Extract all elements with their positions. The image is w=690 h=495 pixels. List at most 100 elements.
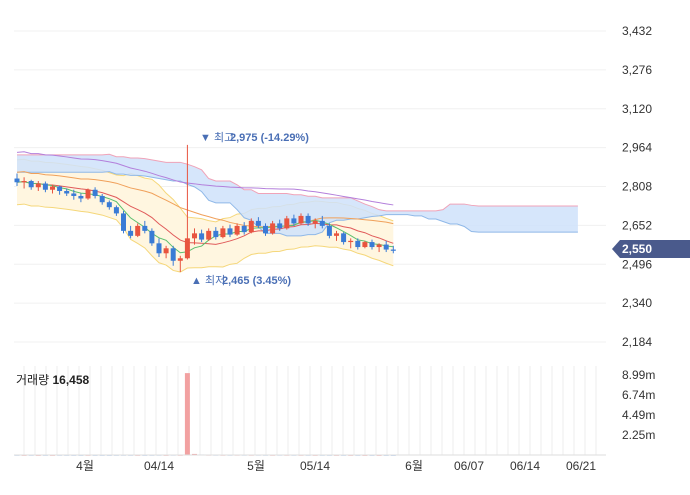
volume-bar bbox=[192, 453, 197, 455]
candle-body bbox=[184, 238, 190, 259]
candle bbox=[156, 238, 162, 258]
candle bbox=[71, 189, 77, 200]
price-tick-label: 3,432 bbox=[622, 24, 652, 38]
candle-body bbox=[312, 220, 318, 224]
candle-body bbox=[362, 242, 368, 248]
candle bbox=[192, 228, 197, 245]
candle bbox=[113, 205, 119, 216]
candle-body bbox=[21, 181, 27, 183]
candle-body bbox=[355, 240, 361, 248]
candle bbox=[220, 225, 226, 239]
candle-body bbox=[14, 178, 20, 183]
candle-body bbox=[390, 249, 396, 251]
candle-body bbox=[28, 181, 34, 188]
candle bbox=[35, 181, 41, 191]
low-annotation-value: 2,465 (3.45%) bbox=[222, 275, 291, 287]
volume-label: 거래량 16,458 bbox=[16, 371, 89, 388]
candle bbox=[263, 223, 268, 236]
candle-body bbox=[78, 195, 84, 199]
candle bbox=[334, 230, 339, 241]
candle-body bbox=[376, 244, 382, 248]
candle bbox=[142, 220, 148, 234]
candle bbox=[121, 210, 126, 234]
price-tick-label: 2,964 bbox=[622, 141, 652, 155]
price-tick-label: 3,276 bbox=[622, 63, 652, 77]
candle bbox=[270, 220, 276, 235]
date-tick-label: 06/14 bbox=[510, 459, 540, 473]
candle bbox=[78, 193, 84, 203]
candle bbox=[355, 238, 361, 250]
candle-body bbox=[241, 225, 247, 233]
candle bbox=[85, 188, 91, 200]
candle bbox=[248, 218, 254, 234]
current-price-badge: 2,550 bbox=[612, 240, 690, 258]
low-annotation: ▲ 최저 2,465 (3.45%) bbox=[191, 274, 291, 287]
date-tick-label: 06/21 bbox=[566, 459, 596, 473]
candle bbox=[341, 232, 347, 245]
candle bbox=[291, 214, 297, 226]
low-annotation-label: ▲ 최저 bbox=[191, 274, 225, 287]
candle bbox=[362, 240, 368, 249]
candle-body bbox=[149, 230, 155, 244]
ma-mid-line bbox=[16, 171, 394, 228]
date-axis: 4월 04/14 5월 05/14 6월 06/07 06/14 06/21 bbox=[76, 459, 596, 473]
candle bbox=[326, 223, 332, 239]
candle bbox=[390, 245, 396, 254]
candle-body bbox=[128, 230, 134, 236]
candle-body bbox=[298, 215, 304, 224]
candle-body bbox=[234, 225, 240, 235]
candle-body bbox=[277, 223, 283, 229]
volume-tick-label: 6.74m bbox=[622, 388, 655, 402]
candle-body bbox=[305, 215, 311, 224]
candle bbox=[234, 223, 240, 236]
volume-value: 16,458 bbox=[52, 373, 90, 387]
price-tick-label: 3,120 bbox=[622, 102, 652, 116]
volume-axis: 8.99m 6.74m 4.49m 2.25m bbox=[622, 368, 655, 442]
candle bbox=[213, 227, 219, 240]
candle-body bbox=[255, 220, 261, 226]
candle-body bbox=[177, 258, 183, 261]
candle-body bbox=[291, 218, 297, 224]
candle-body bbox=[220, 228, 226, 238]
grid bbox=[14, 30, 606, 455]
volume-tick-label: 4.49m bbox=[622, 408, 655, 422]
candle bbox=[170, 245, 176, 266]
date-tick-label: 5월 bbox=[247, 459, 265, 473]
price-tick-label: 2,652 bbox=[622, 218, 652, 232]
candle bbox=[383, 240, 389, 253]
candle-body bbox=[121, 213, 126, 231]
candle-body bbox=[326, 225, 332, 236]
candle-body bbox=[99, 195, 105, 203]
candle bbox=[64, 188, 70, 196]
candle bbox=[28, 179, 34, 190]
candle-body bbox=[85, 189, 91, 199]
candle bbox=[177, 255, 183, 272]
high-annotation: ▼ 최고 2,975 (-14.29%) bbox=[200, 131, 309, 144]
candle bbox=[241, 222, 247, 235]
high-annotation-label: ▼ 최고 bbox=[200, 131, 234, 144]
candle-body bbox=[50, 186, 55, 190]
candle-body bbox=[106, 202, 112, 208]
candle-body bbox=[319, 220, 325, 226]
volume-panel bbox=[14, 373, 606, 456]
candle-body bbox=[270, 223, 276, 234]
candle bbox=[106, 200, 112, 210]
candle bbox=[14, 173, 20, 187]
candle-body bbox=[57, 186, 63, 191]
date-tick-label: 05/14 bbox=[300, 459, 330, 473]
price-tick-label: 2,184 bbox=[622, 335, 652, 349]
candle bbox=[206, 228, 212, 241]
candle-body bbox=[113, 207, 119, 214]
candle bbox=[135, 223, 141, 238]
candle-body bbox=[142, 225, 148, 231]
candle bbox=[284, 215, 290, 230]
price-panel bbox=[14, 144, 578, 273]
candle-body bbox=[71, 193, 77, 196]
candle-body bbox=[42, 183, 48, 190]
candle bbox=[149, 228, 155, 246]
candle bbox=[21, 177, 27, 189]
candle-body bbox=[163, 248, 169, 254]
price-tick-label: 2,340 bbox=[622, 296, 652, 310]
candle bbox=[57, 185, 63, 195]
